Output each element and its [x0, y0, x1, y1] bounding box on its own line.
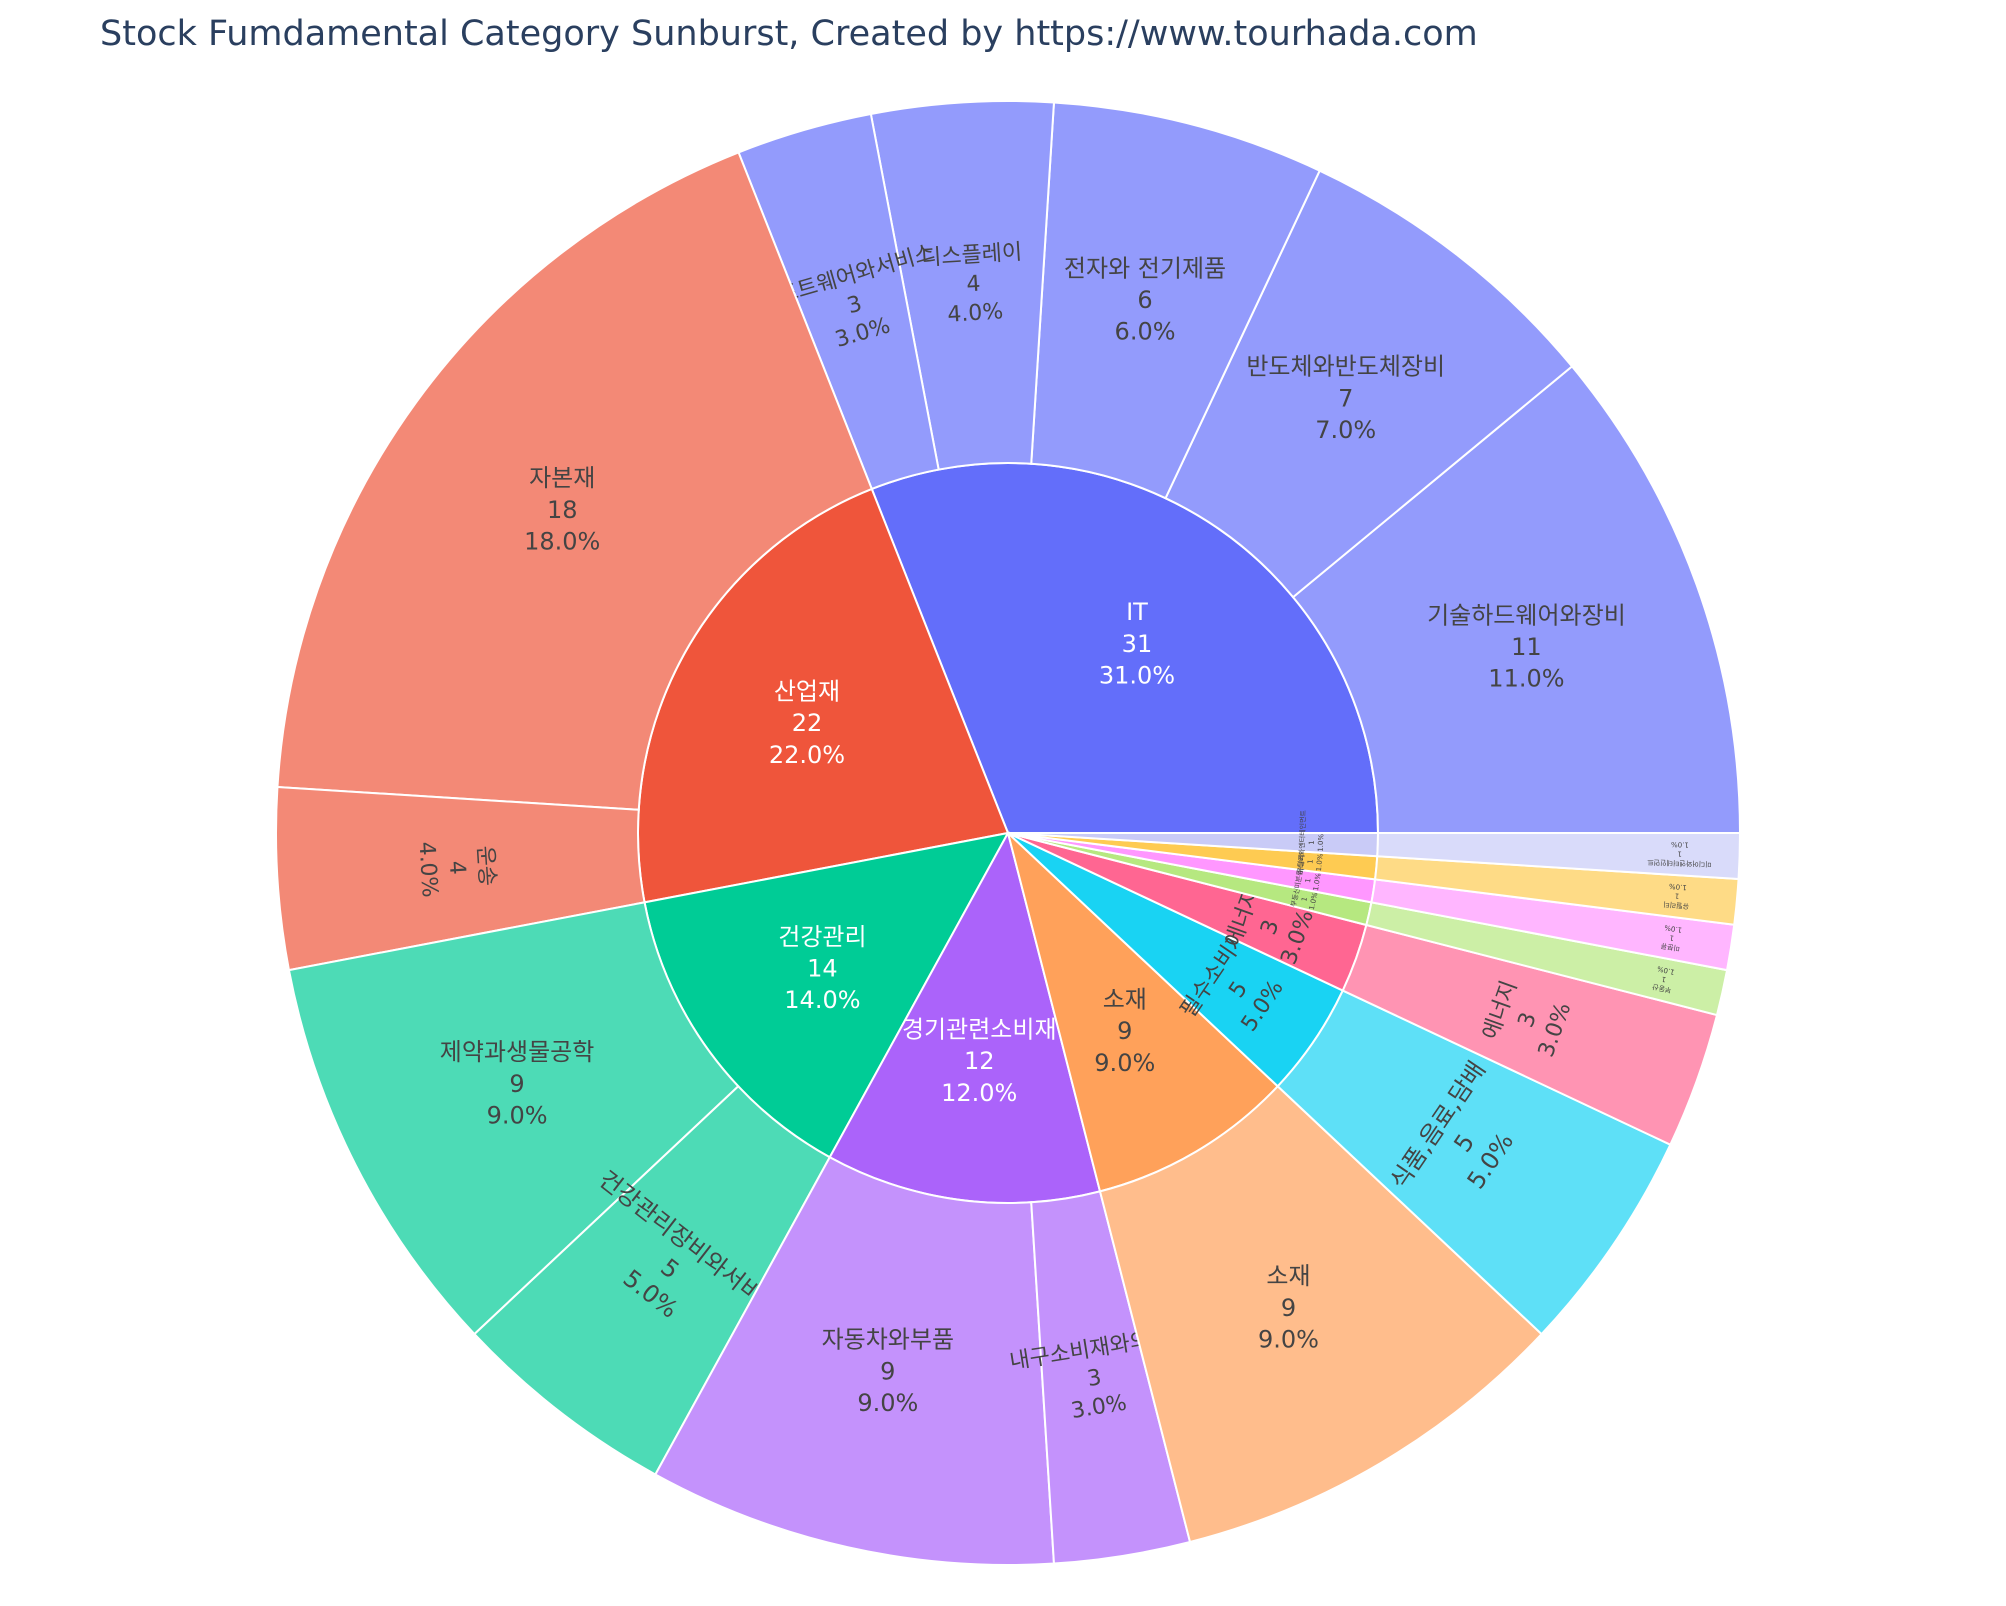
label-line: 22: [792, 709, 823, 737]
label-line: 유틸리티: [1295, 847, 1306, 873]
label-line: 1.0%: [1317, 833, 1326, 851]
sector-label-10: 미디어와엔터테인먼트 1 1.0%: [1297, 809, 1326, 874]
label-line: 4: [444, 860, 470, 876]
label-line: 3: [844, 291, 864, 319]
label-line: 6: [1137, 286, 1152, 314]
label-line: 4.0%: [413, 841, 441, 898]
label-line: 3: [1086, 1365, 1104, 1392]
subsector-label-0-1: 반도체와반도체장비 7 7.0%: [1246, 353, 1445, 444]
subsector-1-0[interactable]: [276, 151, 874, 811]
label-line: 1: [1674, 892, 1679, 900]
sector-label-4: 소재 9 9.0%: [1094, 985, 1155, 1076]
label-line: 9: [1117, 1017, 1132, 1045]
label-line: 1: [1677, 850, 1682, 858]
label-line: 11.0%: [1488, 665, 1564, 693]
label-line: 건강관리: [778, 923, 866, 951]
label-line: 18: [547, 496, 578, 524]
label-line: 9: [509, 1070, 524, 1098]
label-line: 22.0%: [769, 741, 845, 769]
label-line: 9: [880, 1357, 895, 1385]
label-line: 9.0%: [1258, 1326, 1319, 1354]
label-line: 운송: [472, 845, 499, 887]
label-line: 반도체와반도체장비: [1246, 353, 1445, 381]
subsector-10-0[interactable]: [1376, 832, 1742, 881]
sector-label-2: 건강관리 14 14.0%: [778, 923, 866, 1014]
label-line: 9.0%: [857, 1389, 918, 1417]
label-line: 9: [1281, 1294, 1296, 1322]
label-line: IT: [1126, 598, 1148, 626]
sector-label-1: 산업재 22 22.0%: [769, 677, 845, 768]
label-line: 11: [1511, 633, 1542, 661]
subsector-0-0[interactable]: [1291, 364, 1742, 834]
label-line: 1: [1308, 840, 1316, 845]
label-line: 미분류: [1659, 941, 1680, 953]
subsector-label-0-2: 전자와 전기제품 6 6.0%: [1064, 254, 1226, 345]
label-line: 12.0%: [941, 1079, 1017, 1107]
label-line: 1.0%: [1664, 923, 1683, 934]
label-line: 1: [1304, 878, 1313, 884]
label-line: 소재: [1266, 1262, 1310, 1290]
label-line: 1: [1300, 896, 1309, 902]
label-line: 부동산: [1289, 886, 1302, 907]
label-line: 부동산: [1651, 982, 1672, 995]
label-line: 4.0%: [947, 299, 1004, 327]
sector-label-0: IT 31 31.0%: [1099, 598, 1175, 689]
label-line: 7: [1338, 384, 1353, 412]
label-line: 미분류: [1293, 868, 1305, 889]
label-line: 1.0%: [1308, 891, 1320, 910]
label-line: 14: [807, 954, 838, 982]
sector-label-3: 경기관련소비재 12 12.0%: [902, 1016, 1057, 1107]
label-line: 미디어와엔터테인먼트: [1646, 858, 1711, 869]
label-line: 자본재: [529, 464, 595, 492]
label-line: 1: [1669, 933, 1675, 942]
label-line: 기술하드웨어와장비: [1427, 601, 1626, 629]
label-line: 제약과생물공학: [440, 1038, 595, 1066]
label-line: 1: [1661, 975, 1667, 984]
label-line: 1.0%: [1656, 964, 1675, 976]
label-line: 18.0%: [524, 527, 600, 555]
label-line: 1: [1306, 859, 1314, 864]
label-line: 전자와 전기제품: [1064, 254, 1226, 282]
label-line: 12: [964, 1047, 995, 1075]
label-line: 6.0%: [1115, 318, 1176, 346]
chart-title: Stock Fumdamental Category Sunburst, Cre…: [100, 14, 1478, 54]
label-line: 31.0%: [1099, 662, 1175, 690]
label-line: 미디어와엔터테인먼트: [1297, 809, 1308, 874]
label-line: 9.0%: [487, 1101, 548, 1129]
subsector-4-0[interactable]: [1098, 1084, 1544, 1544]
subsector-label-0-0: 기술하드웨어와장비 11 11.0%: [1427, 601, 1626, 692]
label-line: 14.0%: [784, 986, 860, 1014]
label-line: 1.0%: [1312, 872, 1323, 891]
subsector-label-4-0: 소재 9 9.0%: [1258, 1262, 1319, 1353]
label-line: 유틸리티: [1663, 900, 1689, 911]
label-line: 1.0%: [1668, 882, 1687, 892]
label-line: 자동차와부품: [822, 1326, 954, 1354]
sector-label-8: 미분류 1 1.0%: [1293, 868, 1323, 891]
label-line: 1.0%: [1671, 840, 1689, 849]
subsector-label-3-0: 자동차와부품 9 9.0%: [822, 1326, 954, 1417]
subsector-3-0[interactable]: [653, 1155, 1056, 1567]
label-line: 4: [966, 272, 982, 298]
label-line: 31: [1122, 630, 1153, 658]
subsector-label-2-0: 제약과생물공학 9 9.0%: [440, 1038, 595, 1129]
label-line: 경기관련소비재: [902, 1016, 1057, 1044]
label-line: 산업재: [774, 677, 840, 705]
label-line: 1.0%: [1315, 853, 1325, 872]
label-line: 소재: [1103, 985, 1147, 1013]
subsector-2-0[interactable]: [287, 901, 740, 1336]
label-line: 9.0%: [1094, 1049, 1155, 1077]
subsector-label-1-0: 자본재 18 18.0%: [524, 464, 600, 555]
label-line: 7.0%: [1315, 416, 1376, 444]
sector-label-9: 유틸리티 1 1.0%: [1295, 847, 1325, 873]
